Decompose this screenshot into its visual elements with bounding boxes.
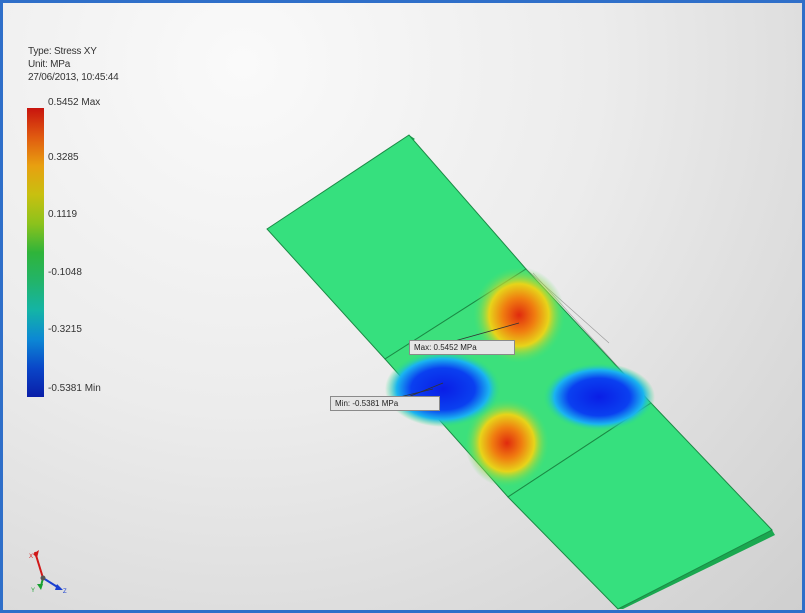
- stress-max-region: [473, 267, 565, 363]
- result-timestamp: 27/06/2013, 10:45:44: [28, 72, 119, 83]
- legend-tick: -0.3215: [48, 324, 82, 335]
- triad-x-label: X: [29, 554, 33, 560]
- view-triad-icon[interactable]: X Z Y: [29, 548, 69, 593]
- stress-min-region-right: [543, 363, 655, 431]
- legend-tick-min: -0.5381 Min: [48, 383, 101, 394]
- stress-max-region-lower: [465, 399, 549, 487]
- legend-tick: 0.1119: [48, 209, 78, 220]
- legend-tick: 0.3285: [48, 152, 79, 163]
- legend-tick-max: 0.5452 Max: [48, 97, 101, 108]
- triad-y-label: Y: [31, 588, 35, 593]
- max-probe-label[interactable]: Max: 0.5452 MPa: [409, 340, 515, 355]
- color-legend-bar: [27, 108, 44, 397]
- legend-tick: -0.1048: [48, 267, 82, 278]
- model-scene[interactable]: [3, 3, 802, 610]
- result-type: Type: Stress XY: [28, 46, 97, 57]
- plate-segment-bottom: [507, 402, 773, 610]
- min-probe-label[interactable]: Min: -0.5381 MPa: [330, 396, 440, 411]
- stress-min-region-left: [385, 351, 501, 427]
- triad-z-label: Z: [63, 589, 67, 593]
- result-unit: Unit: MPa: [28, 59, 71, 70]
